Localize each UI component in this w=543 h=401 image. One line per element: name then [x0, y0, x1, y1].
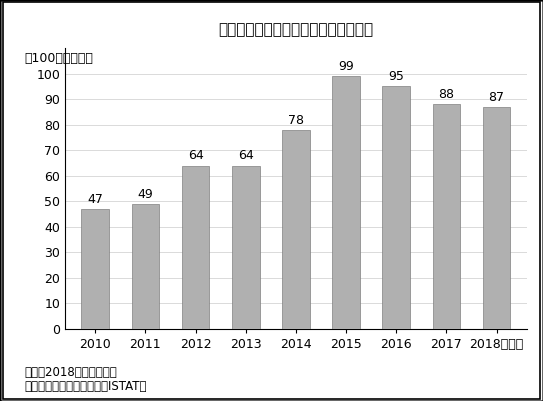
Text: 99: 99 [338, 60, 354, 73]
Bar [182, 166, 210, 329]
Bar [81, 209, 109, 329]
Text: 87: 87 [489, 91, 504, 104]
Title: 図　米国向け農林水産品輸出額の推移: 図 米国向け農林水産品輸出額の推移 [218, 22, 374, 37]
Text: （出所）イタリア統計局（ISTAT）: （出所）イタリア統計局（ISTAT） [24, 380, 147, 393]
Bar [282, 130, 310, 329]
Text: 88: 88 [438, 88, 454, 101]
Text: （100万ユーロ）: （100万ユーロ） [24, 52, 93, 65]
Text: 64: 64 [238, 150, 254, 162]
Text: （注）2018年は暫定値。: （注）2018年は暫定値。 [24, 366, 117, 379]
Text: 49: 49 [137, 188, 153, 201]
Text: 47: 47 [87, 193, 103, 206]
Bar [483, 107, 510, 329]
Text: 78: 78 [288, 114, 304, 127]
Bar [433, 104, 460, 329]
Bar [131, 204, 159, 329]
Bar [332, 76, 360, 329]
Text: 64: 64 [188, 150, 204, 162]
Bar [382, 86, 410, 329]
Bar [232, 166, 260, 329]
Text: 95: 95 [388, 70, 404, 83]
